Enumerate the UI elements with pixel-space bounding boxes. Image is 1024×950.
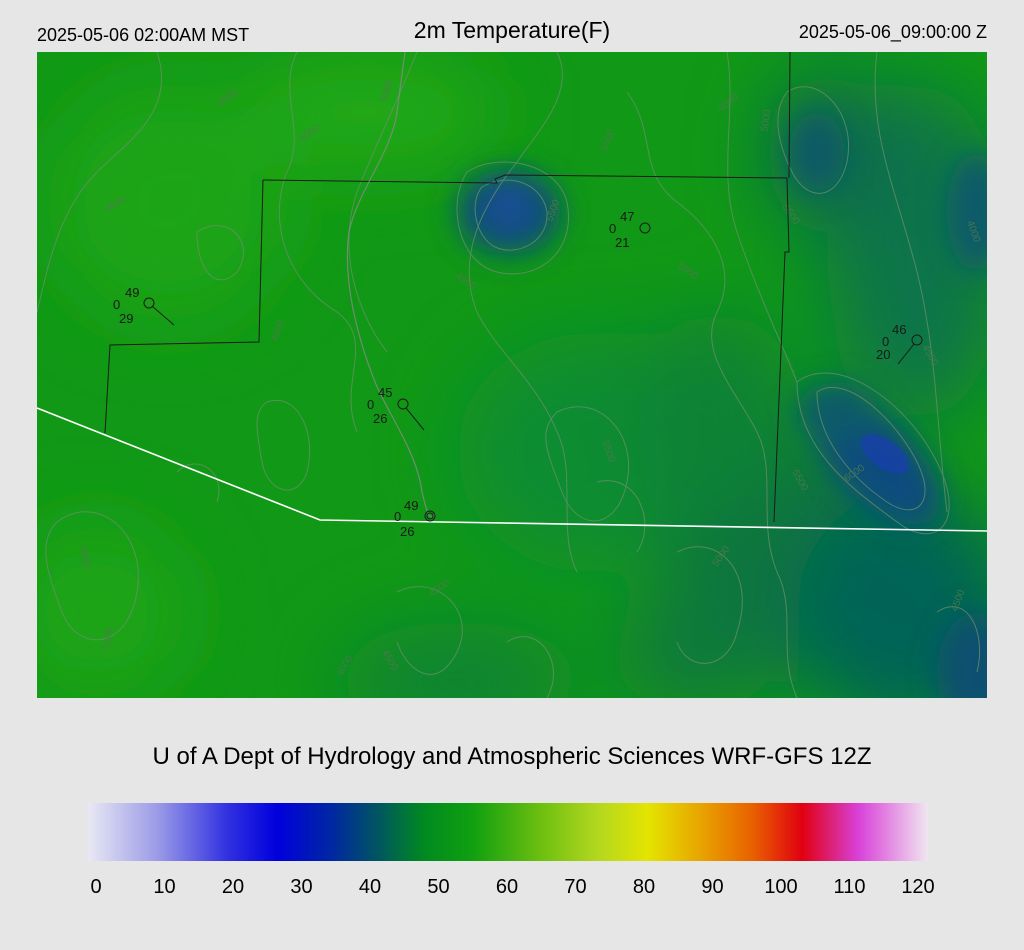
color-scale-tick-label: 40 (358, 876, 382, 898)
svg-text:45: 45 (378, 385, 392, 400)
station-plot: 47 0 21 (609, 209, 651, 250)
svg-text:5000: 5000 (77, 546, 92, 570)
svg-text:0: 0 (367, 397, 374, 412)
svg-text:26: 26 (400, 524, 414, 539)
color-scale-tick-label: 70 (564, 876, 587, 898)
svg-text:46: 46 (892, 322, 906, 337)
svg-text:21: 21 (615, 235, 629, 250)
river (346, 52, 436, 518)
color-scale-bar (88, 803, 928, 861)
credit-line: U of A Dept of Hydrology and Atmospheric… (152, 743, 872, 770)
svg-text:47: 47 (620, 209, 634, 224)
color-scale-tick-label: 10 (153, 876, 176, 898)
map-title: 2m Temperature(F) (413, 17, 611, 43)
color-scale-tick-label: 20 (221, 876, 245, 898)
color-scale-tick-label: 50 (427, 876, 450, 898)
svg-text:5000: 5000 (101, 626, 116, 650)
color-scale-tick-label: 30 (290, 876, 313, 898)
svg-text:26: 26 (373, 411, 387, 426)
station-plot: 45 0 26 (367, 385, 425, 431)
county-boundaries (104, 52, 791, 523)
svg-text:49: 49 (125, 285, 139, 300)
temperature-field (37, 52, 987, 698)
station-plot: 49 0 26 (394, 498, 436, 539)
local-time-label: 2025-05-06 02:00AM MST (37, 25, 250, 45)
station-plot: 46 0 20 (876, 322, 923, 365)
color-scale-tick-label: 100 (764, 876, 798, 898)
svg-text:0: 0 (113, 297, 120, 312)
svg-text:20: 20 (876, 347, 890, 362)
terrain-contours (37, 52, 981, 698)
state-border (37, 407, 987, 532)
temperature-map: 4500 5000 5500 6000 4000 4500 5000 5500 … (37, 52, 987, 698)
svg-text:49: 49 (404, 498, 418, 513)
color-scale-tick-label: 0 (90, 876, 102, 898)
svg-text:0: 0 (882, 334, 889, 349)
station-plot: 49 0 29 (113, 285, 175, 326)
color-scale-tick-label: 120 (901, 876, 935, 898)
utc-time-label: 2025-05-06_09:00:00 Z (798, 22, 987, 42)
color-scale-tick-label: 90 (701, 876, 724, 898)
svg-text:0: 0 (394, 509, 401, 524)
color-scale-tick-label: 80 (632, 876, 656, 898)
color-scale-tick-label: 110 (833, 876, 866, 898)
svg-text:29: 29 (119, 311, 133, 326)
svg-text:5000: 5000 (759, 108, 774, 132)
svg-text:0: 0 (609, 221, 616, 236)
color-scale-tick-label: 60 (495, 876, 519, 898)
